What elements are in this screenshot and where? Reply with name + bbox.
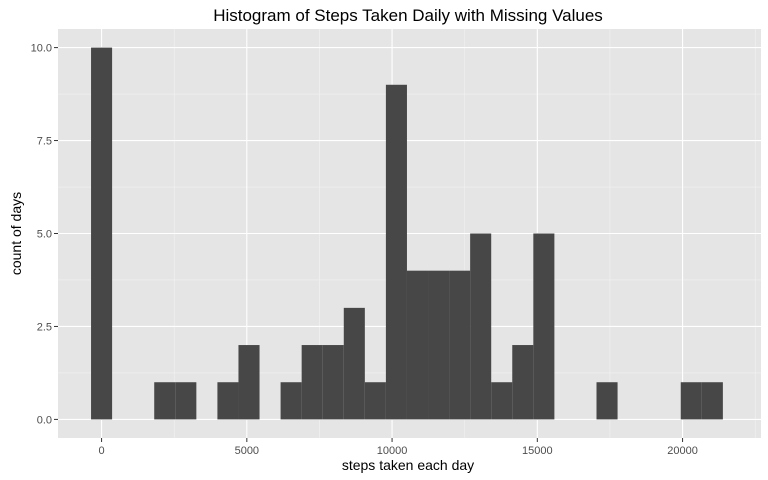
histogram-bar-13: [449, 270, 471, 420]
x-tick-label: 20000: [667, 445, 698, 457]
y-axis: 0.0 2.5 5.0 7.5 10.0: [31, 43, 58, 426]
y-tick-label: 10.0: [31, 43, 52, 55]
x-tick-label: 15000: [522, 445, 553, 457]
histogram-bar-3: [217, 382, 239, 420]
y-tick-label: 7.5: [37, 136, 52, 148]
x-tick-label: 10000: [377, 445, 408, 457]
histogram-bar-15: [491, 382, 513, 420]
histogram-bar-1: [154, 382, 176, 420]
histogram-bar-20: [701, 382, 723, 420]
y-axis-label: count of days: [8, 192, 24, 275]
histogram-bar-18: [596, 382, 618, 420]
histogram-bar-14: [470, 233, 492, 420]
histogram-bar-10: [385, 84, 407, 420]
histogram-bar-2: [175, 382, 197, 420]
y-tick-label: 5.0: [37, 229, 52, 241]
histogram-bar-5: [280, 382, 302, 420]
histogram-bar-16: [512, 345, 534, 420]
histogram-bar-9: [364, 382, 386, 420]
histogram-bar-12: [428, 270, 450, 420]
y-tick-label: 0.0: [37, 414, 52, 426]
x-tick-label: 0: [99, 445, 105, 457]
chart-title: Histogram of Steps Taken Daily with Miss…: [213, 6, 603, 25]
histogram-bar-19: [680, 382, 702, 420]
x-tick-label: 5000: [235, 445, 259, 457]
histogram-bar-4: [238, 345, 260, 420]
x-axis: 0 5000 10000 15000 20000: [99, 438, 698, 457]
histogram-bar-11: [406, 270, 429, 420]
y-tick-label: 2.5: [37, 321, 52, 333]
histogram-bar-7: [322, 345, 344, 420]
x-axis-label: steps taken each day: [342, 457, 474, 473]
histogram-bar-0: [91, 47, 113, 420]
histogram-bars: [91, 47, 723, 420]
histogram-bar-8: [343, 307, 365, 420]
histogram-bar-17: [533, 233, 555, 420]
histogram-bar-6: [301, 345, 323, 420]
